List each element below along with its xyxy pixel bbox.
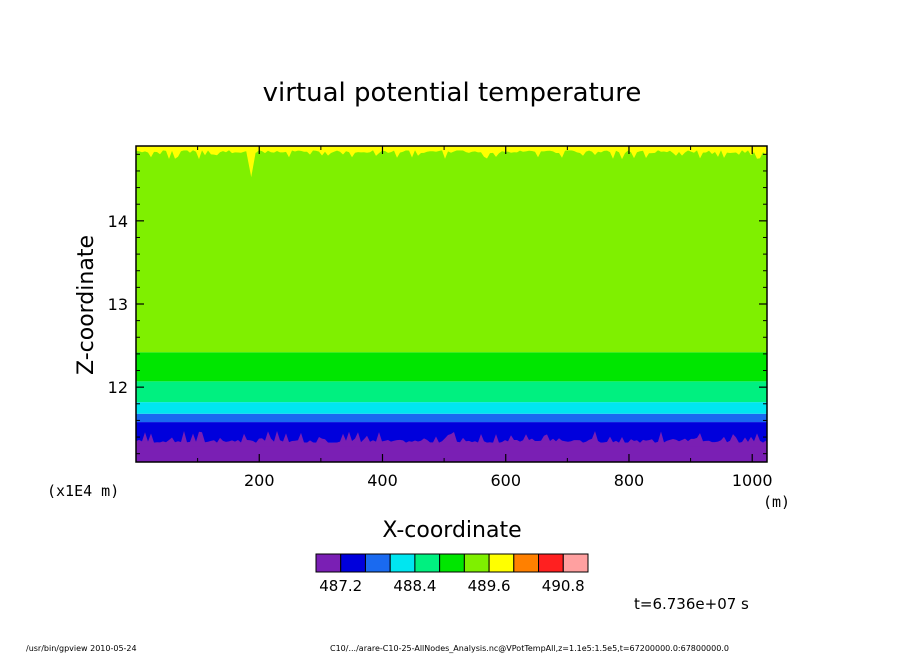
contour-noise — [136, 148, 767, 447]
contour-edge-lowest — [136, 431, 767, 447]
contour-band-4 — [136, 381, 767, 403]
x-tick-label: 600 — [490, 471, 521, 490]
contour-edge-top — [136, 148, 767, 160]
y-axis-unit: (x1E4 m) — [47, 482, 119, 500]
plot-area: 200 400 600 800 1000 12 13 14 — [108, 145, 773, 490]
colorbar-cell — [364, 553, 391, 573]
x-ticks: 200 400 600 800 1000 — [197, 146, 773, 490]
colorbar-cell — [513, 553, 540, 573]
colorbar-cell — [562, 553, 589, 573]
contour-band-3 — [136, 402, 767, 414]
contour-band-1 — [136, 422, 767, 443]
colorbar-cell — [439, 553, 465, 573]
footer-right: C10/.../arare-C10-25-AllNodes_Analysis.n… — [330, 644, 729, 653]
y-tick-label: 13 — [108, 295, 128, 314]
chart-title: virtual potential temperature — [263, 78, 642, 108]
colorbar-cell — [488, 553, 515, 573]
x-axis-unit: (m) — [763, 493, 790, 511]
contour-bands — [136, 146, 767, 462]
x-tick-label: 200 — [244, 471, 275, 490]
time-label: t=6.736e+07 s — [634, 595, 749, 613]
x-tick-label: 1000 — [732, 471, 773, 490]
colorbar-label: 490.8 — [542, 577, 585, 595]
colorbar-cell — [414, 553, 441, 573]
x-axis-label: X-coordinate — [382, 518, 521, 543]
colorbar: 487.2 488.4 489.6 490.8 — [315, 553, 589, 595]
y-axis-label: Z-coordinate — [74, 235, 99, 375]
colorbar-cell — [538, 553, 564, 573]
footer-left: /usr/bin/gpview 2010-05-24 — [26, 644, 137, 653]
contour-edge-top-spike — [245, 150, 257, 178]
contour-band-7 — [136, 146, 767, 151]
y-ticks: 12 13 14 — [108, 153, 767, 455]
colorbar-cell — [315, 553, 342, 573]
x-tick-label: 400 — [367, 471, 398, 490]
x-tick-label: 800 — [614, 471, 645, 490]
contour-band-5 — [136, 352, 767, 382]
colorbar-label: 487.2 — [319, 577, 362, 595]
colorbar-cell — [463, 553, 490, 573]
contour-band-0 — [136, 442, 767, 462]
colorbar-label: 489.6 — [468, 577, 511, 595]
y-tick-label: 14 — [108, 212, 128, 231]
colorbar-cell — [389, 553, 416, 573]
colorbar-label: 488.4 — [393, 577, 436, 595]
y-tick-label: 12 — [108, 378, 128, 397]
contour-band-6 — [136, 150, 767, 353]
colorbar-cell — [340, 553, 366, 573]
contour-band-2 — [136, 413, 767, 423]
